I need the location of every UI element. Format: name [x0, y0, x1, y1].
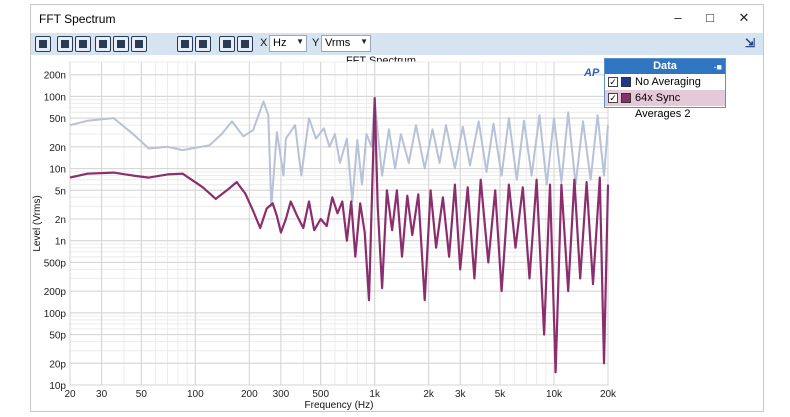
legend-pin-icon[interactable]: -■: [713, 62, 722, 72]
y-tick-label: 10p: [49, 381, 66, 392]
x-tick-label: 500: [312, 389, 329, 400]
pin-icon[interactable]: ⇲: [744, 36, 755, 50]
x-tick-label: 2k: [423, 389, 435, 400]
maximize-icon[interactable]: □: [706, 10, 714, 25]
close-icon[interactable]: ✕: [738, 10, 750, 25]
legend-label: 64x Sync Averages 2: [635, 92, 691, 120]
x-tick-label: 20k: [600, 389, 617, 400]
settings-icon[interactable]: [237, 36, 253, 52]
x-tick-label: 200: [241, 389, 258, 400]
print-icon[interactable]: [75, 36, 91, 52]
checkbox-no-averaging[interactable]: ✓: [608, 77, 618, 87]
zoom-icon[interactable]: [95, 36, 111, 52]
y-tick-label: 100p: [44, 309, 67, 320]
legend-label: No Averaging: [635, 76, 701, 88]
x-axis-label: X: [260, 37, 268, 49]
function-icon[interactable]: [219, 36, 235, 52]
legend-swatch: [621, 77, 631, 87]
x-unit-select[interactable]: Hz ▼: [269, 35, 307, 52]
legend-swatch: [621, 93, 631, 103]
series-line-no-averaging: [69, 98, 609, 208]
legend-item-sync-averages[interactable]: ✓ 64x Sync Averages 2: [605, 90, 725, 120]
graph-options-icon[interactable]: [195, 36, 211, 52]
legend-item-no-averaging[interactable]: ✓ No Averaging: [605, 74, 725, 90]
y-tick-label: 10n: [49, 165, 66, 176]
x-tick-label: 50: [136, 389, 148, 400]
plot-area: [69, 61, 609, 386]
y-tick-label: 200n: [44, 71, 66, 82]
y-tick-label: 100n: [44, 92, 66, 103]
x-tick-label: 20: [64, 389, 76, 400]
x-tick-label: 30: [96, 389, 108, 400]
legend-panel: Data -■ ✓ No Averaging ✓ 64x Sync Averag…: [604, 58, 726, 120]
y-tick-label: 50n: [49, 114, 66, 125]
checkbox-sync-averages[interactable]: ✓: [608, 93, 618, 103]
table-icon[interactable]: [177, 36, 193, 52]
y-tick-label: 50p: [49, 331, 66, 342]
y-axis-label: Y: [312, 37, 320, 49]
window-title: FFT Spectrum: [39, 12, 116, 26]
toolbar: X Hz ▼ Y Vrms ▼ ⇲: [31, 33, 763, 55]
title-bar: FFT Spectrum – □ ✕: [31, 5, 763, 31]
legend-header: Data -■: [605, 59, 725, 74]
save-icon[interactable]: [35, 36, 51, 52]
ap-logo: AP: [583, 67, 600, 79]
fit-icon[interactable]: [131, 36, 147, 52]
y-tick-label: 5n: [55, 186, 66, 197]
y-tick-label: 20p: [49, 359, 66, 370]
y-tick-label: 200p: [44, 287, 67, 298]
y-axis-title: Level (Vrms): [32, 195, 43, 251]
x-tick-label: 10k: [546, 389, 563, 400]
y-tick-label: 2n: [55, 215, 66, 226]
minimize-icon[interactable]: –: [674, 10, 682, 25]
y-unit-select[interactable]: Vrms ▼: [321, 35, 371, 52]
x-tick-label: 1k: [369, 389, 381, 400]
y-tick-label: 500p: [44, 258, 67, 269]
x-axis-title: Frequency (Hz): [305, 400, 374, 411]
legend-title: Data: [653, 60, 677, 72]
copy-icon[interactable]: [57, 36, 73, 52]
x-tick-label: 300: [273, 389, 290, 400]
x-tick-label: 100: [187, 389, 204, 400]
x-tick-label: 3k: [455, 389, 467, 400]
pan-icon[interactable]: [113, 36, 129, 52]
x-tick-label: 5k: [495, 389, 507, 400]
y-tick-label: 1n: [55, 237, 66, 248]
series-line-sync-averages: [69, 96, 610, 374]
y-tick-label: 20n: [49, 143, 66, 154]
